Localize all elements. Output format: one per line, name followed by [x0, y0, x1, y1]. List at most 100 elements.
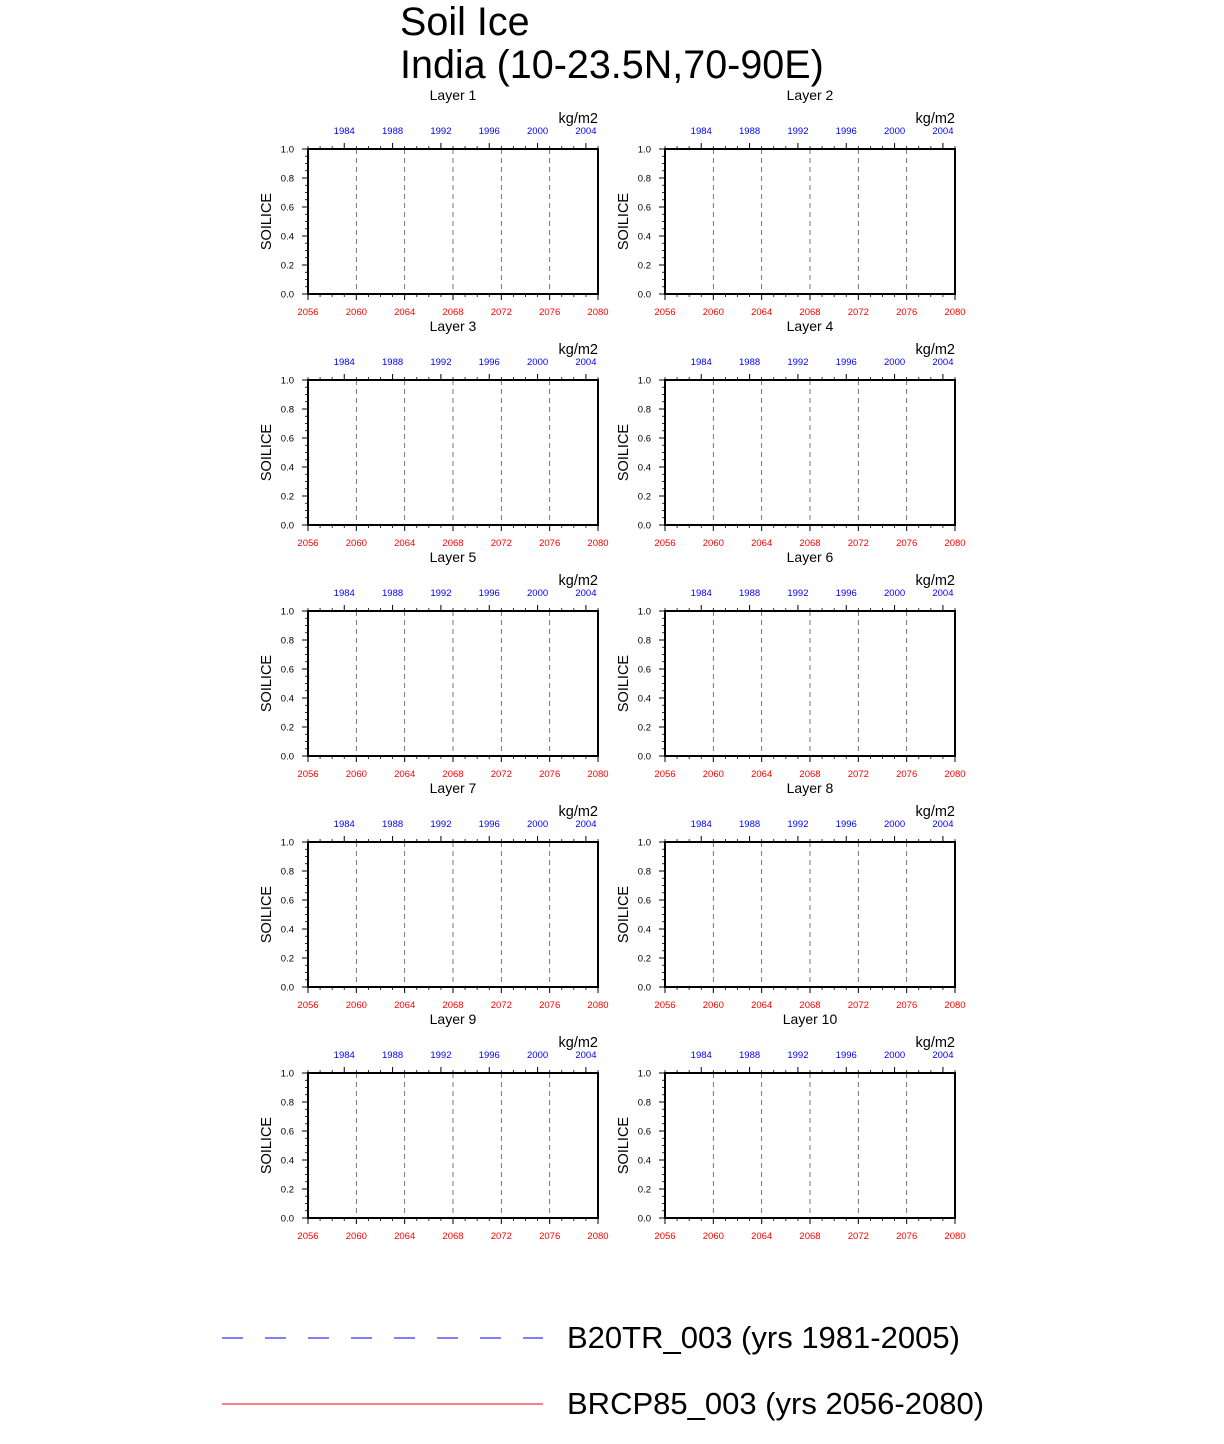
y-tick-label: 0.0 — [638, 520, 651, 531]
units-label: kg/m2 — [916, 573, 956, 589]
top-tick-label: 1988 — [382, 126, 403, 137]
y-tick-label: 1.0 — [281, 1068, 294, 1079]
bottom-tick-label: 2064 — [751, 769, 772, 780]
bottom-tick-label: 2076 — [896, 1000, 917, 1011]
bottom-tick-label: 2056 — [654, 538, 675, 549]
y-tick-label: 1.0 — [281, 606, 294, 617]
bottom-tick-label: 2064 — [751, 307, 772, 318]
y-tick-label: 0.2 — [281, 953, 294, 964]
y-tick-label: 0.0 — [638, 982, 651, 993]
top-tick-label: 1984 — [691, 1050, 712, 1061]
y-axis-title: SOILICE — [616, 193, 632, 251]
top-tick-label: 1984 — [334, 357, 355, 368]
top-tick-label: 1988 — [382, 1050, 403, 1061]
y-tick-label: 0.0 — [281, 520, 294, 531]
y-tick-label: 0.2 — [281, 1184, 294, 1195]
top-tick-label: 1984 — [691, 126, 712, 137]
top-tick-label: 1996 — [836, 819, 857, 830]
y-tick-label: 0.8 — [281, 866, 294, 877]
y-tick-label: 0.8 — [281, 635, 294, 646]
top-tick-label: 2004 — [932, 126, 953, 137]
y-tick-label: 0.8 — [281, 404, 294, 415]
figure-title: Soil Ice — [400, 0, 530, 44]
bottom-tick-label: 2072 — [848, 1000, 869, 1011]
top-tick-label: 1992 — [430, 357, 451, 368]
y-tick-label: 0.6 — [638, 664, 651, 675]
bottom-tick-label: 2060 — [703, 769, 724, 780]
bottom-tick-label: 2060 — [703, 1231, 724, 1242]
bottom-tick-label: 2060 — [703, 307, 724, 318]
top-tick-label: 2000 — [884, 588, 905, 599]
bottom-tick-label: 2068 — [442, 1000, 463, 1011]
y-tick-label: 1.0 — [281, 144, 294, 155]
bottom-tick-label: 2072 — [848, 538, 869, 549]
panel-title: Layer 10 — [783, 1011, 838, 1027]
top-tick-label: 1988 — [382, 588, 403, 599]
y-tick-label: 0.2 — [281, 722, 294, 733]
bottom-tick-label: 2056 — [297, 538, 318, 549]
bottom-tick-label: 2060 — [346, 538, 367, 549]
top-tick-label: 2004 — [575, 357, 596, 368]
top-tick-label: 1984 — [334, 1050, 355, 1061]
panel-title: Layer 6 — [787, 549, 834, 565]
y-axis-title: SOILICE — [259, 193, 275, 251]
bottom-tick-label: 2072 — [491, 769, 512, 780]
top-tick-label: 1996 — [479, 1050, 500, 1061]
y-tick-label: 0.4 — [638, 1155, 651, 1166]
bottom-tick-label: 2056 — [297, 1231, 318, 1242]
top-tick-label: 2004 — [575, 819, 596, 830]
figure-subtitle: India (10-23.5N,70-90E) — [400, 43, 824, 87]
y-tick-label: 0.2 — [638, 491, 651, 502]
y-tick-label: 1.0 — [638, 1068, 651, 1079]
bottom-tick-label: 2080 — [587, 1000, 608, 1011]
bottom-tick-label: 2076 — [539, 1231, 560, 1242]
top-tick-label: 1996 — [479, 126, 500, 137]
y-tick-label: 0.8 — [638, 404, 651, 415]
y-tick-label: 0.4 — [638, 924, 651, 935]
bottom-tick-label: 2060 — [703, 1000, 724, 1011]
y-tick-label: 0.2 — [638, 1184, 651, 1195]
bottom-tick-label: 2080 — [944, 538, 965, 549]
bottom-tick-label: 2080 — [944, 769, 965, 780]
chart-panel-5: Layer 5 kg/m2 SOILICE 0.0 0.2 0.4 0.6 0.8 1.0 205… — [259, 549, 609, 780]
y-axis-title: SOILICE — [259, 424, 275, 482]
bottom-tick-label: 2080 — [944, 1231, 965, 1242]
bottom-tick-label: 2064 — [394, 538, 415, 549]
chart-panel-10: Layer 10 kg/m2 SOILICE 0.0 0.2 0.4 0.6 0.8 1.0 20… — [616, 1011, 966, 1242]
bottom-tick-label: 2076 — [539, 307, 560, 318]
chart-panel-9: Layer 9 kg/m2 SOILICE 0.0 0.2 0.4 0.6 0.8 1.0 205… — [259, 1011, 609, 1242]
y-axis-title: SOILICE — [616, 655, 632, 713]
top-tick-label: 1996 — [479, 819, 500, 830]
top-tick-label: 1992 — [787, 126, 808, 137]
panel-title: Layer 8 — [787, 780, 834, 796]
bottom-tick-label: 2056 — [654, 1231, 675, 1242]
units-label: kg/m2 — [559, 573, 599, 589]
chart-panel-6: Layer 6 kg/m2 SOILICE 0.0 0.2 0.4 0.6 0.8 1.0 205… — [616, 549, 966, 780]
y-tick-label: 0.2 — [638, 953, 651, 964]
y-axis-title: SOILICE — [616, 886, 632, 944]
chart-panel-7: Layer 7 kg/m2 SOILICE 0.0 0.2 0.4 0.6 0.8 1.0 205… — [259, 780, 609, 1011]
y-tick-label: 0.4 — [638, 231, 651, 242]
bottom-tick-label: 2064 — [394, 1000, 415, 1011]
y-tick-label: 0.4 — [638, 693, 651, 704]
y-axis-title: SOILICE — [616, 424, 632, 482]
top-tick-label: 2004 — [932, 357, 953, 368]
bottom-tick-label: 2060 — [703, 538, 724, 549]
figure-title-block: Soil Ice India (10-23.5N,70-90E) — [400, 0, 824, 87]
top-tick-label: 1992 — [430, 819, 451, 830]
top-tick-label: 1992 — [430, 588, 451, 599]
chart-panel-4: Layer 4 kg/m2 SOILICE 0.0 0.2 0.4 0.6 0.8 1.0 205… — [616, 318, 966, 549]
y-tick-label: 0.6 — [638, 1126, 651, 1137]
units-label: kg/m2 — [916, 1035, 956, 1051]
bottom-tick-label: 2056 — [654, 769, 675, 780]
y-tick-label: 0.2 — [281, 491, 294, 502]
top-tick-label: 1984 — [334, 588, 355, 599]
bottom-tick-label: 2080 — [587, 307, 608, 318]
top-tick-label: 1988 — [739, 588, 760, 599]
y-tick-label: 0.6 — [281, 433, 294, 444]
top-tick-label: 1996 — [479, 357, 500, 368]
y-tick-label: 0.0 — [638, 751, 651, 762]
y-tick-label: 0.6 — [281, 895, 294, 906]
